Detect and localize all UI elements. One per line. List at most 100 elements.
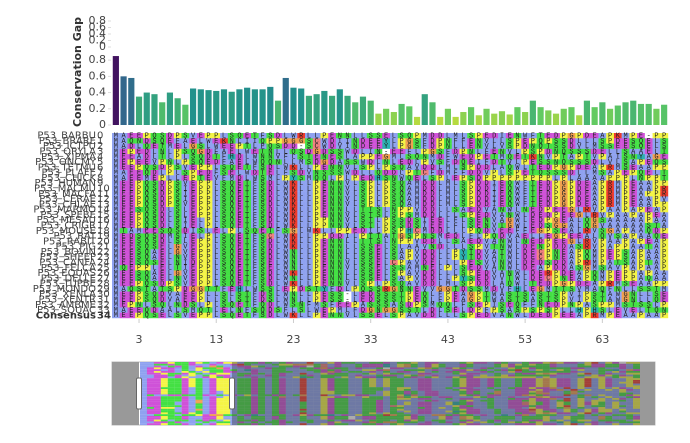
minimap-cell: [549, 401, 557, 404]
minimap-cell: [591, 378, 599, 381]
residue-cell: [644, 185, 653, 192]
residue-cell: [490, 265, 499, 271]
residue-cell: [166, 233, 174, 239]
residue-cell: [606, 286, 615, 292]
minimap-cell: [549, 410, 557, 413]
minimap-cell: [383, 405, 391, 408]
minimap-cell: [167, 365, 175, 368]
residue-cell: [629, 233, 638, 239]
residue-cell: [289, 143, 298, 150]
residue-cell: [289, 196, 298, 202]
residue-cell: [158, 133, 167, 139]
minimap-cell: [146, 387, 154, 390]
residue-cell: [135, 180, 144, 187]
minimap-cell: [341, 408, 349, 411]
minimap-cell: [258, 416, 266, 418]
residue-cell: [590, 275, 599, 282]
minimap-cell: [278, 376, 286, 379]
minimap-cell: [535, 401, 543, 404]
residue-cell: [474, 281, 483, 287]
residue-cell: [397, 154, 406, 160]
residue-cell: [227, 148, 236, 155]
minimap-cell: [278, 401, 286, 404]
minimap-cell: [403, 385, 411, 388]
residue-cell: [382, 191, 391, 197]
minimap-cell: [591, 405, 599, 408]
minimap-cell: [584, 383, 592, 386]
minimap-cell: [278, 414, 286, 417]
minimap-cell: [334, 383, 342, 386]
residue-cell: [621, 217, 630, 224]
minimap-cell: [403, 381, 411, 384]
minimap-cell: [452, 363, 460, 366]
minimap-cell: [216, 374, 224, 377]
minimap-cell: [598, 396, 606, 399]
minimap-cell: [299, 381, 307, 384]
row-label: P53_SPEBE: [40, 210, 96, 221]
residue-cell: [158, 233, 167, 239]
minimap-cell: [181, 399, 189, 402]
minimap-cell: [292, 362, 300, 364]
residue-cell: [135, 291, 144, 298]
minimap-cell: [515, 399, 523, 402]
residue-cell: [150, 191, 159, 197]
residue-cell: [212, 270, 221, 276]
minimap-cell: [403, 362, 411, 364]
minimap-cell: [202, 401, 210, 404]
residue-cell: [583, 233, 591, 239]
residue-cell: [390, 296, 398, 303]
minimap-cell: [424, 374, 432, 377]
minimap-cell: [313, 412, 321, 415]
minimap-cell: [591, 408, 599, 411]
minimap-cell: [549, 392, 557, 395]
minimap-cell: [341, 399, 349, 402]
residue-cell: [189, 143, 198, 150]
residue-cell: [251, 164, 259, 171]
minimap-cell: [271, 374, 279, 377]
residue-cell: [274, 170, 283, 176]
residue-cell: [544, 212, 553, 218]
residue-cell: [629, 281, 638, 287]
residue-cell: [544, 286, 553, 292]
residue-cell: [227, 286, 236, 292]
minimap-cell: [237, 387, 245, 390]
minimap-cell: [237, 405, 245, 408]
residue-cell: [181, 244, 190, 250]
residue-cell: [637, 249, 646, 255]
minimap-cell: [299, 371, 307, 373]
residue-cell: [521, 244, 530, 250]
minimap-cell: [459, 389, 467, 391]
minimap-cell: [390, 392, 398, 395]
minimap-cell: [362, 398, 370, 400]
x-tick-label: 63: [595, 333, 609, 346]
residue-cell: [590, 286, 599, 292]
minimap-cell: [167, 410, 175, 413]
residue-cell: [444, 270, 452, 276]
minimap-cell: [508, 371, 516, 373]
minimap-cell: [549, 412, 557, 415]
minimap-cell: [542, 385, 550, 388]
residue-cell: [567, 244, 576, 250]
residue-cell: [158, 164, 167, 171]
conservation-bar: [568, 107, 575, 125]
sequence-letters: MAEEPQSDPSVEPPLSQETFSDLWRLLPENNLLSSELSQP…: [114, 132, 670, 140]
minimap-cell: [306, 362, 314, 364]
residue-cell: [544, 207, 553, 213]
residue-cell: [420, 249, 429, 255]
residue-cell: [513, 154, 522, 160]
minimap-cell: [570, 412, 578, 415]
minimap-cell: [612, 385, 620, 388]
residue-cell: [413, 222, 422, 229]
minimap-cell: [410, 371, 418, 373]
minimap-cell: [452, 374, 460, 377]
residue-cell: [382, 259, 391, 266]
residue-cell: [606, 275, 615, 282]
residue-cell: [428, 154, 437, 160]
residue-cell: [428, 275, 437, 282]
residue-cell: [544, 233, 553, 239]
minimap-cell: [424, 381, 432, 384]
residue-cell: [606, 148, 615, 155]
residue-cell: [374, 217, 383, 224]
residue-cell: [181, 196, 190, 202]
residue-cell: [135, 175, 144, 181]
